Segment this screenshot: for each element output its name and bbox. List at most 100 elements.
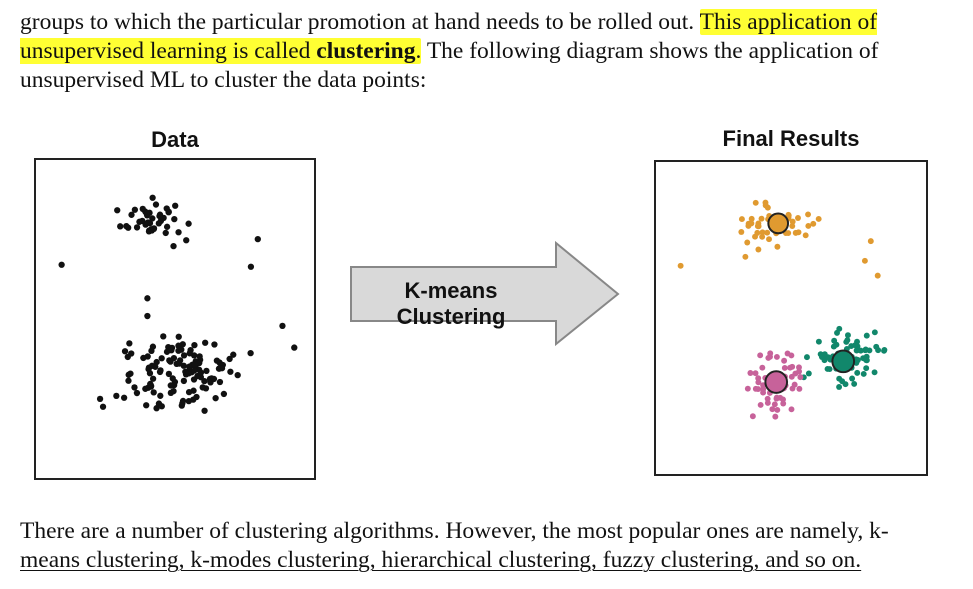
data-point [163, 205, 170, 212]
cluster-point-orange [795, 229, 802, 236]
highlighted-period: . [415, 38, 422, 64]
data-point [162, 229, 169, 237]
data-point [128, 350, 135, 357]
data-point [163, 348, 171, 355]
cluster-point-orange [774, 243, 781, 250]
cluster-point-green [881, 346, 888, 353]
cluster-point-orange [810, 220, 817, 227]
data-point [210, 375, 218, 383]
data-point [158, 403, 165, 410]
data-point [279, 322, 286, 330]
cluster-point-orange [762, 202, 769, 209]
data-point [147, 380, 154, 388]
cluster-point-pink [796, 385, 803, 392]
data-point [191, 367, 198, 374]
cluster-point-green [871, 329, 878, 336]
cluster-point-orange [752, 233, 758, 240]
data-point [193, 393, 200, 401]
cluster-point-pink [780, 400, 787, 407]
cluster-point-pink [781, 357, 788, 364]
cluster-point-orange [748, 215, 755, 222]
cluster-point-orange [861, 257, 868, 264]
data-point [131, 206, 139, 213]
data-point [113, 392, 120, 400]
data-point [165, 370, 173, 378]
cluster-point-green [830, 343, 837, 350]
cluster-point-green [804, 354, 810, 361]
cluster-point-pink [774, 406, 781, 413]
data-point [133, 389, 141, 397]
cluster-point-pink [757, 401, 764, 408]
arrow-shape [350, 240, 620, 347]
cluster-point-green [853, 347, 860, 354]
cluster-point-orange [744, 239, 751, 246]
cluster-point-pink [747, 370, 754, 376]
cluster-point-green [843, 338, 850, 345]
data-point [213, 357, 221, 364]
data-point [186, 350, 193, 357]
data-point [148, 362, 156, 369]
data-point [183, 237, 190, 244]
cluster-point-green [873, 343, 880, 350]
cluster-point-green [836, 375, 843, 382]
cluster-point-green [825, 354, 832, 361]
cluster-point-orange [738, 229, 745, 235]
cluster-point-green [836, 384, 843, 390]
data-point [150, 225, 158, 233]
cluster-point-green [831, 337, 838, 344]
cluster-point-green [871, 369, 878, 376]
cluster-point-pink [781, 365, 788, 371]
cluster-point-orange [764, 229, 771, 236]
data-point [230, 351, 237, 358]
cluster-point-orange [785, 230, 792, 237]
cluster-point-pink [771, 401, 778, 408]
data-point [212, 395, 219, 402]
data-point [156, 368, 164, 376]
data-point [176, 360, 183, 367]
cluster-point-orange [874, 272, 881, 279]
cluster-point-orange [754, 223, 761, 230]
data-point [96, 395, 104, 403]
centroid-pink [764, 370, 789, 394]
cluster-point-green [826, 366, 833, 372]
cluster-point-pink [792, 370, 799, 377]
cluster-point-pink [752, 385, 759, 392]
data-point [143, 402, 150, 409]
data-point [150, 389, 157, 396]
cluster-point-orange [805, 211, 812, 218]
data-point [133, 224, 141, 231]
data-point [171, 215, 178, 223]
panel-raw-data [34, 158, 316, 480]
paragraph-intro-start: groups to which the particular promotion… [20, 9, 700, 35]
cluster-point-green [854, 369, 861, 376]
cluster-point-pink [797, 374, 804, 381]
centroid-green [831, 349, 856, 374]
cluster-point-pink [757, 352, 764, 359]
data-point [216, 378, 224, 386]
data-point [169, 375, 176, 382]
cluster-point-green [842, 381, 849, 388]
data-point [191, 361, 199, 368]
data-point [157, 392, 164, 399]
cluster-point-pink [749, 413, 756, 420]
cluster-point-green [863, 332, 870, 339]
cluster-point-pink [789, 385, 796, 392]
figure-title-data: Data [151, 127, 199, 152]
data-point [152, 201, 160, 208]
cluster-point-green [845, 332, 851, 339]
paragraph-algorithms-start: There are a number of clustering algorit… [20, 518, 889, 544]
cluster-point-pink [773, 353, 780, 360]
cluster-point-orange [785, 211, 792, 218]
figure-title-final-results: Final Results [722, 126, 860, 151]
cluster-point-pink [755, 379, 762, 386]
data-point [291, 344, 298, 351]
cluster-point-orange [752, 199, 759, 206]
cluster-point-pink [788, 406, 795, 413]
cluster-point-pink [744, 385, 751, 392]
data-point [247, 263, 255, 270]
data-point [153, 405, 160, 412]
cluster-point-orange [789, 218, 796, 225]
data-point [136, 218, 143, 225]
data-point [227, 368, 234, 375]
cluster-point-orange [795, 215, 801, 221]
